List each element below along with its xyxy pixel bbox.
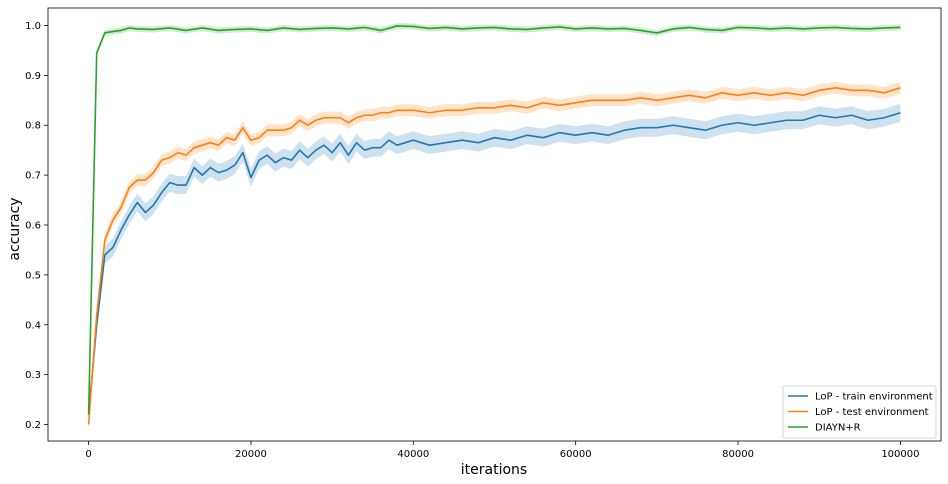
y-tick-label: 1.0: [25, 21, 41, 32]
legend-box: [782, 385, 937, 439]
x-axis-ticks: 0 20000 40000 60000 80000 100000: [85, 441, 920, 460]
y-tick-label: 0.5: [25, 270, 41, 281]
y-tick-label: 0.9: [25, 71, 41, 82]
legend-entry: DIAYN+R: [815, 423, 861, 434]
x-tick-label: 100000: [881, 449, 919, 460]
x-tick-label: 60000: [560, 449, 592, 460]
y-tick-label: 0.8: [25, 121, 41, 132]
x-tick-label: 0: [85, 449, 91, 460]
y-tick-label: 0.2: [25, 420, 41, 431]
y-tick-label: 0.6: [25, 220, 41, 231]
y-axis-label: accuracy: [7, 197, 23, 260]
x-axis-label: iterations: [461, 462, 527, 478]
line-lop-test-environment: [87, 87, 901, 425]
x-tick-label: 20000: [235, 449, 267, 460]
y-tick-label: 0.7: [25, 171, 41, 182]
y-tick-label: 0.4: [25, 320, 41, 331]
y-tick-label: 0.3: [25, 370, 41, 381]
line-lop-train-environment: [87, 111, 901, 415]
y-axis-ticks: 0.2 0.3 0.4 0.5 0.6 0.7 0.8 0.9 1.0: [25, 21, 48, 431]
legend-entry: LoP - test environment: [815, 407, 929, 418]
x-tick-label: 40000: [397, 449, 429, 460]
legend-entry: LoP - train environment: [815, 392, 933, 403]
x-tick-label: 80000: [722, 449, 754, 460]
axes-frame: [47, 7, 942, 442]
line-diayn-r: [87, 25, 901, 415]
legend: LoP - train environment LoP - test enviro…: [782, 385, 937, 439]
series-lines: [87, 25, 901, 425]
